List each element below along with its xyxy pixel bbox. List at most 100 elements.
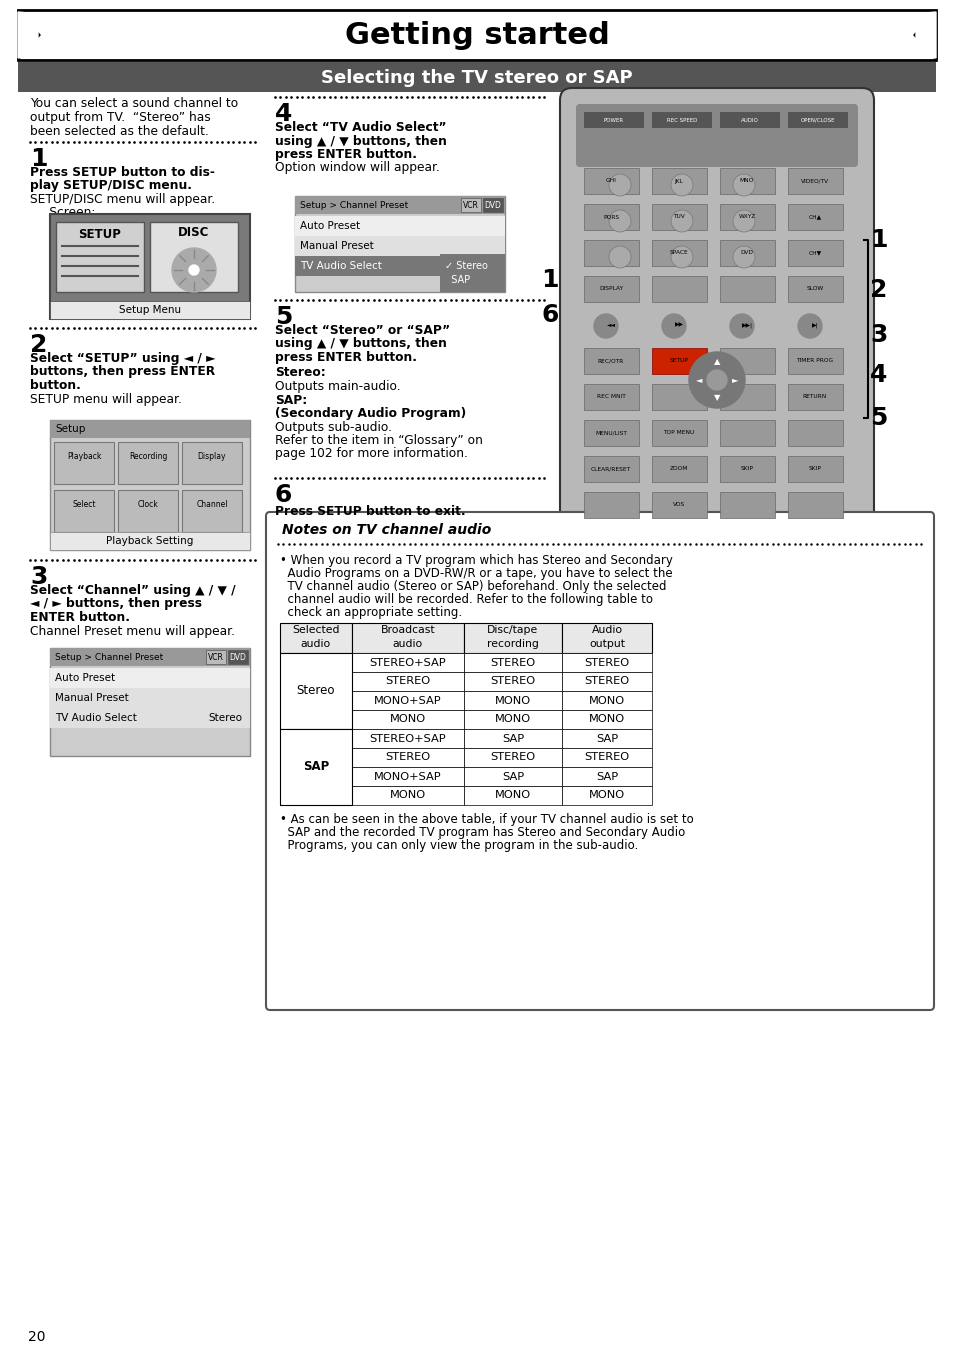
Text: Channel: Channel — [196, 500, 228, 510]
Text: (Secondary Audio Program): (Secondary Audio Program) — [274, 407, 466, 421]
Text: 6: 6 — [274, 483, 292, 507]
Text: • As can be seen in the above table, if your TV channel audio is set to: • As can be seen in the above table, if … — [280, 813, 693, 826]
Circle shape — [608, 245, 630, 268]
Text: 4: 4 — [869, 363, 886, 387]
FancyBboxPatch shape — [651, 112, 711, 128]
Text: MONO: MONO — [495, 714, 531, 724]
Text: 1: 1 — [30, 147, 48, 171]
Text: Disc/tape: Disc/tape — [487, 625, 538, 635]
Text: Manual Preset: Manual Preset — [55, 693, 129, 704]
Text: TV Audio Select: TV Audio Select — [55, 713, 136, 723]
Text: SAP and the recorded TV program has Stereo and Secondary Audio: SAP and the recorded TV program has Ster… — [280, 826, 684, 838]
FancyBboxPatch shape — [583, 276, 639, 302]
FancyBboxPatch shape — [720, 348, 774, 373]
FancyBboxPatch shape — [294, 216, 504, 236]
FancyBboxPatch shape — [352, 748, 463, 767]
Text: Press SETUP button to dis-: Press SETUP button to dis- — [30, 166, 214, 179]
FancyBboxPatch shape — [50, 669, 250, 687]
Text: SLOW: SLOW — [805, 287, 822, 291]
Text: ►: ► — [731, 376, 738, 384]
Text: ◄ / ► buttons, then press: ◄ / ► buttons, then press — [30, 597, 202, 611]
FancyBboxPatch shape — [787, 456, 842, 483]
FancyBboxPatch shape — [787, 421, 842, 446]
FancyBboxPatch shape — [720, 384, 774, 410]
Text: VIDEO/TV: VIDEO/TV — [801, 178, 828, 183]
Text: DVD: DVD — [484, 201, 501, 209]
Circle shape — [670, 245, 692, 268]
Text: Refer to the item in “Glossary” on: Refer to the item in “Glossary” on — [274, 434, 482, 448]
Text: ▶▶|: ▶▶| — [740, 322, 752, 328]
Text: output from TV.  “Stereo” has: output from TV. “Stereo” has — [30, 111, 211, 124]
Text: 5: 5 — [274, 305, 292, 329]
Text: • When you record a TV program which has Stereo and Secondary: • When you record a TV program which has… — [280, 554, 672, 568]
Text: Clock: Clock — [137, 500, 158, 510]
Text: Setup Menu: Setup Menu — [119, 305, 181, 315]
FancyBboxPatch shape — [266, 512, 933, 1010]
Text: STEREO: STEREO — [385, 752, 430, 763]
Text: Audio: Audio — [591, 625, 622, 635]
FancyBboxPatch shape — [720, 112, 780, 128]
Text: Getting started: Getting started — [344, 22, 609, 50]
FancyBboxPatch shape — [787, 204, 842, 231]
FancyBboxPatch shape — [651, 421, 706, 446]
Text: buttons, then press ENTER: buttons, then press ENTER — [30, 365, 214, 379]
Polygon shape — [913, 9, 935, 61]
Text: ZOOM: ZOOM — [669, 466, 687, 472]
FancyBboxPatch shape — [352, 623, 463, 652]
Text: AUDIO: AUDIO — [740, 117, 759, 123]
Text: SKIP: SKIP — [740, 466, 753, 472]
FancyBboxPatch shape — [50, 708, 250, 728]
FancyBboxPatch shape — [559, 88, 873, 572]
Text: audio: audio — [300, 639, 331, 648]
FancyBboxPatch shape — [280, 767, 352, 786]
Text: SKIP: SKIP — [807, 466, 821, 472]
FancyBboxPatch shape — [583, 348, 639, 373]
Text: TOP MENU: TOP MENU — [662, 430, 694, 435]
Circle shape — [670, 210, 692, 232]
FancyBboxPatch shape — [54, 491, 113, 532]
FancyBboxPatch shape — [463, 710, 561, 729]
Text: 2: 2 — [869, 278, 886, 302]
Polygon shape — [18, 9, 40, 61]
Circle shape — [732, 210, 754, 232]
Text: ◄◄: ◄◄ — [606, 322, 615, 328]
Text: REC SPEED: REC SPEED — [666, 117, 697, 123]
Text: Select “Stereo” or “SAP”: Select “Stereo” or “SAP” — [274, 324, 450, 337]
FancyBboxPatch shape — [561, 623, 651, 652]
Circle shape — [172, 248, 215, 293]
Circle shape — [729, 314, 753, 338]
FancyBboxPatch shape — [352, 673, 463, 692]
Text: ✓ Stereo: ✓ Stereo — [444, 262, 487, 271]
Text: MONO: MONO — [495, 696, 531, 705]
FancyBboxPatch shape — [651, 456, 706, 483]
FancyBboxPatch shape — [720, 421, 774, 446]
Text: recording: recording — [487, 639, 538, 648]
FancyBboxPatch shape — [352, 786, 463, 805]
Text: VOS: VOS — [672, 503, 684, 507]
FancyBboxPatch shape — [651, 348, 706, 373]
FancyBboxPatch shape — [50, 687, 250, 708]
Text: You can select a sound channel to: You can select a sound channel to — [30, 97, 238, 111]
FancyBboxPatch shape — [50, 421, 250, 438]
Text: GHI: GHI — [605, 178, 616, 183]
Text: channel audio will be recorded. Refer to the following table to: channel audio will be recorded. Refer to… — [280, 593, 652, 607]
FancyBboxPatch shape — [182, 491, 242, 532]
Text: DISC: DISC — [178, 225, 210, 239]
Text: Stereo: Stereo — [208, 713, 242, 723]
Text: Select “SETUP” using ◄ / ►: Select “SETUP” using ◄ / ► — [30, 352, 215, 365]
Text: Setup: Setup — [55, 425, 85, 434]
Text: 20: 20 — [28, 1330, 46, 1344]
FancyBboxPatch shape — [280, 673, 352, 692]
FancyBboxPatch shape — [118, 442, 178, 484]
Text: VCR: VCR — [462, 201, 478, 209]
FancyBboxPatch shape — [56, 222, 144, 293]
FancyBboxPatch shape — [651, 384, 706, 410]
FancyBboxPatch shape — [294, 195, 504, 214]
FancyBboxPatch shape — [583, 421, 639, 446]
Text: ▼: ▼ — [713, 394, 720, 403]
Text: CLEAR/RESET: CLEAR/RESET — [590, 466, 630, 472]
FancyBboxPatch shape — [720, 168, 774, 194]
Text: 2: 2 — [30, 333, 48, 357]
Text: 5: 5 — [869, 406, 886, 430]
FancyBboxPatch shape — [482, 198, 502, 212]
